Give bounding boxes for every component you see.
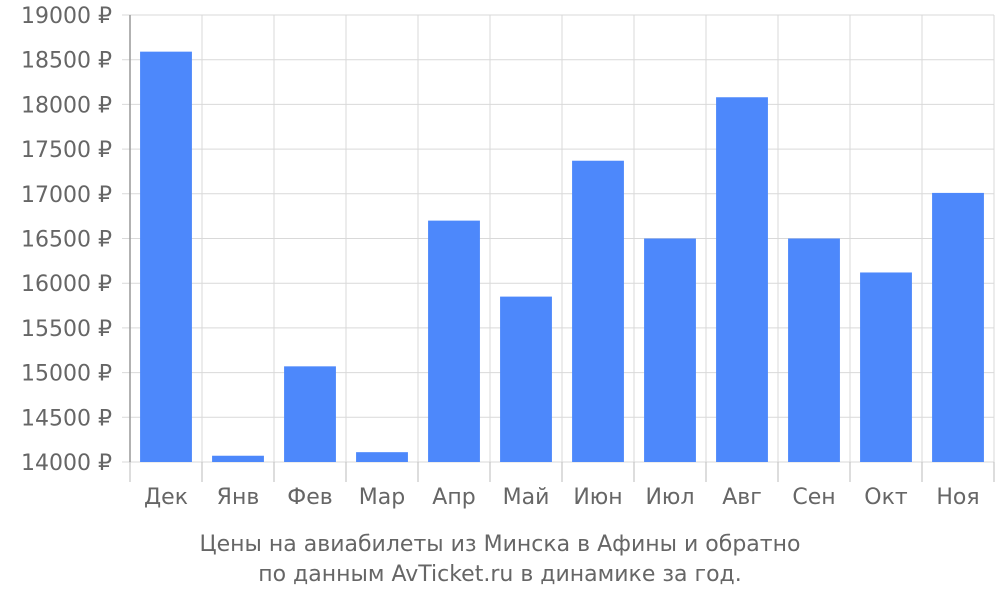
x-tick-label: Дек: [144, 485, 188, 510]
bars: [140, 51, 984, 463]
x-tick-label: Авг: [722, 485, 762, 510]
x-tick-label: Фев: [287, 485, 332, 510]
bar-10: [788, 238, 840, 462]
bar-6: [500, 296, 552, 462]
x-tick-label: Янв: [217, 485, 260, 510]
chart-caption: Цены на авиабилеты из Минска в Афины и о…: [0, 530, 1000, 590]
bar-12: [932, 192, 984, 462]
bar-1: [140, 51, 192, 463]
price-bar-chart: 14000 ₽ 14500 ₽ 15000 ₽ 15500 ₽ 16000 ₽ 16500…: [21, 4, 995, 510]
y-tick-label: 15500 ₽: [21, 317, 112, 342]
bar-9: [716, 97, 768, 463]
bar-2: [212, 455, 264, 462]
x-tick-label: Май: [503, 485, 550, 510]
caption-line-1: Цены на авиабилеты из Минска в Афины и о…: [199, 532, 801, 557]
x-tick-labels: Дек Янв Фев Мар Апр Май Июн Июл Авг Сен Окт Ноя: [144, 485, 980, 510]
y-tick-label: 18500 ₽: [21, 49, 112, 74]
bar-11: [860, 272, 912, 462]
bar-7: [572, 160, 624, 463]
bar-3: [284, 366, 336, 462]
x-tick-label: Ноя: [936, 485, 979, 510]
x-tick-label: Июн: [573, 485, 622, 510]
bar-4: [356, 452, 408, 462]
y-tick-label: 14500 ₽: [21, 406, 112, 431]
x-tick-label: Сен: [792, 485, 835, 510]
bar-5: [428, 220, 480, 462]
y-tick-label: 15000 ₽: [21, 362, 112, 387]
x-tick-label: Окт: [864, 485, 908, 510]
caption-line-2: по данным AvTicket.ru в динамике за год.: [258, 562, 742, 587]
y-tick-label: 14000 ₽: [21, 451, 112, 476]
bar-8: [644, 238, 696, 462]
x-tick-label: Апр: [432, 485, 475, 510]
y-tick-label: 16500 ₽: [21, 228, 112, 253]
x-tick-label: Июл: [645, 485, 694, 510]
y-tick-label: 18000 ₽: [21, 93, 112, 118]
x-tick-label: Мар: [359, 485, 405, 510]
y-tick-label: 19000 ₽: [21, 4, 112, 29]
y-tick-label: 17500 ₽: [21, 138, 112, 163]
y-tick-labels: 14000 ₽ 14500 ₽ 15000 ₽ 15500 ₽ 16000 ₽ 16500…: [21, 4, 112, 476]
y-tick-label: 16000 ₽: [21, 272, 112, 297]
axes: [129, 15, 995, 482]
y-tick-label: 17000 ₽: [21, 183, 112, 208]
